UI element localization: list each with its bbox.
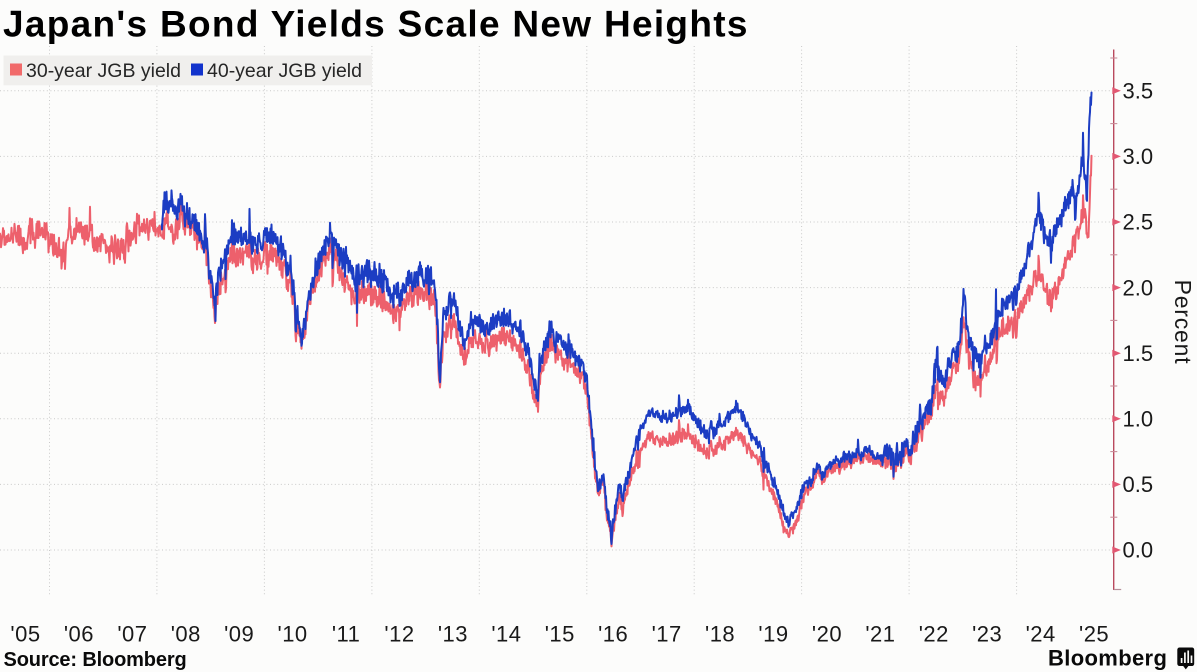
svg-text:'21: '21 <box>865 622 895 647</box>
svg-text:30-year JGB yield: 30-year JGB yield <box>26 60 181 82</box>
svg-text:0.5: 0.5 <box>1123 472 1154 497</box>
svg-text:Percent: Percent <box>1170 280 1196 365</box>
svg-text:'18: '18 <box>705 622 735 647</box>
svg-text:'19: '19 <box>758 622 788 647</box>
svg-text:'12: '12 <box>384 622 414 647</box>
svg-text:'06: '06 <box>64 622 94 647</box>
svg-text:'10: '10 <box>278 622 308 647</box>
svg-text:'24: '24 <box>1026 622 1056 647</box>
svg-text:'09: '09 <box>224 622 254 647</box>
svg-text:'14: '14 <box>491 622 521 647</box>
svg-text:1.0: 1.0 <box>1123 407 1154 432</box>
svg-text:'13: '13 <box>438 622 468 647</box>
svg-text:'20: '20 <box>812 622 842 647</box>
svg-text:1.5: 1.5 <box>1123 341 1154 366</box>
svg-text:3.0: 3.0 <box>1123 144 1154 169</box>
svg-text:0.0: 0.0 <box>1123 538 1154 563</box>
svg-text:'15: '15 <box>545 622 575 647</box>
svg-text:'16: '16 <box>598 622 628 647</box>
svg-text:2.0: 2.0 <box>1123 275 1154 300</box>
svg-text:Bloomberg: Bloomberg <box>1048 646 1167 671</box>
svg-text:'22: '22 <box>919 622 949 647</box>
svg-text:'08: '08 <box>171 622 201 647</box>
svg-text:'23: '23 <box>972 622 1002 647</box>
svg-text:'05: '05 <box>10 622 40 647</box>
svg-text:'17: '17 <box>652 622 682 647</box>
svg-text:3.5: 3.5 <box>1123 79 1154 104</box>
svg-text:Japan's Bond Yields Scale New: Japan's Bond Yields Scale New Heights <box>3 4 749 45</box>
svg-text:'25: '25 <box>1079 622 1109 647</box>
svg-text:'11: '11 <box>332 622 361 647</box>
svg-text:Source: Bloomberg: Source: Bloomberg <box>4 649 187 671</box>
svg-text:'07: '07 <box>117 622 147 647</box>
svg-text:40-year JGB yield: 40-year JGB yield <box>207 60 362 82</box>
svg-text:2.5: 2.5 <box>1123 210 1154 235</box>
